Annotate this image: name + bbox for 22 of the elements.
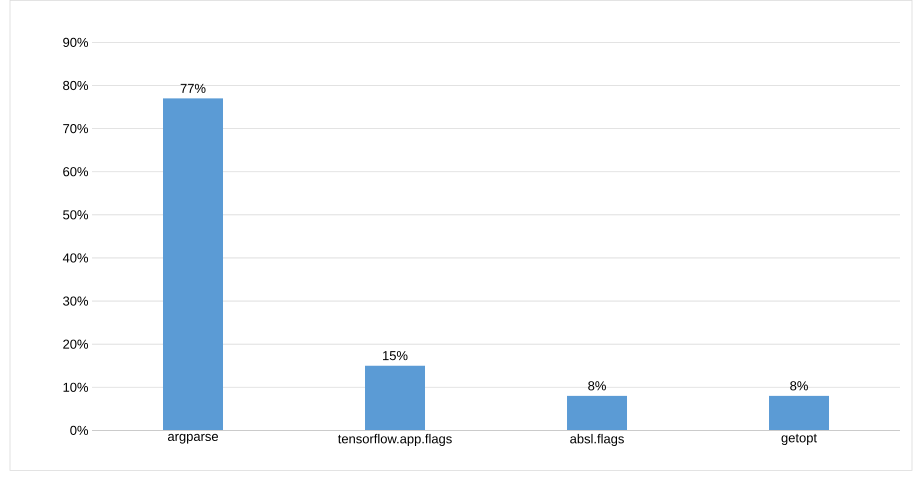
y-tick-label: 50% bbox=[63, 210, 88, 220]
data-label: 77% bbox=[180, 84, 206, 93]
y-tick-label: 60% bbox=[63, 166, 88, 176]
data-label: 8% bbox=[588, 381, 606, 390]
y-tick-label: 30% bbox=[63, 296, 88, 306]
y-tick-label: 20% bbox=[63, 339, 88, 349]
y-tick-label: 40% bbox=[62, 253, 88, 262]
y-tick-label: 70% bbox=[63, 124, 88, 134]
x-tick-label: tensorflow.app.flags bbox=[338, 434, 452, 446]
y-tick-label: 80% bbox=[63, 80, 88, 90]
x-tick-label: argparse bbox=[168, 434, 218, 444]
x-tick-label: absl.flags bbox=[570, 434, 624, 446]
y-tick-label: 0% bbox=[70, 426, 88, 435]
data-label: 15% bbox=[383, 350, 408, 360]
bar bbox=[567, 396, 628, 430]
y-tick-label: 90% bbox=[63, 38, 88, 47]
bar bbox=[769, 396, 830, 430]
y-tick-label: 10% bbox=[64, 382, 88, 392]
x-tick-label: getopt bbox=[782, 434, 817, 445]
bar bbox=[163, 98, 224, 430]
data-label: 8% bbox=[790, 381, 808, 390]
bar bbox=[365, 366, 426, 430]
